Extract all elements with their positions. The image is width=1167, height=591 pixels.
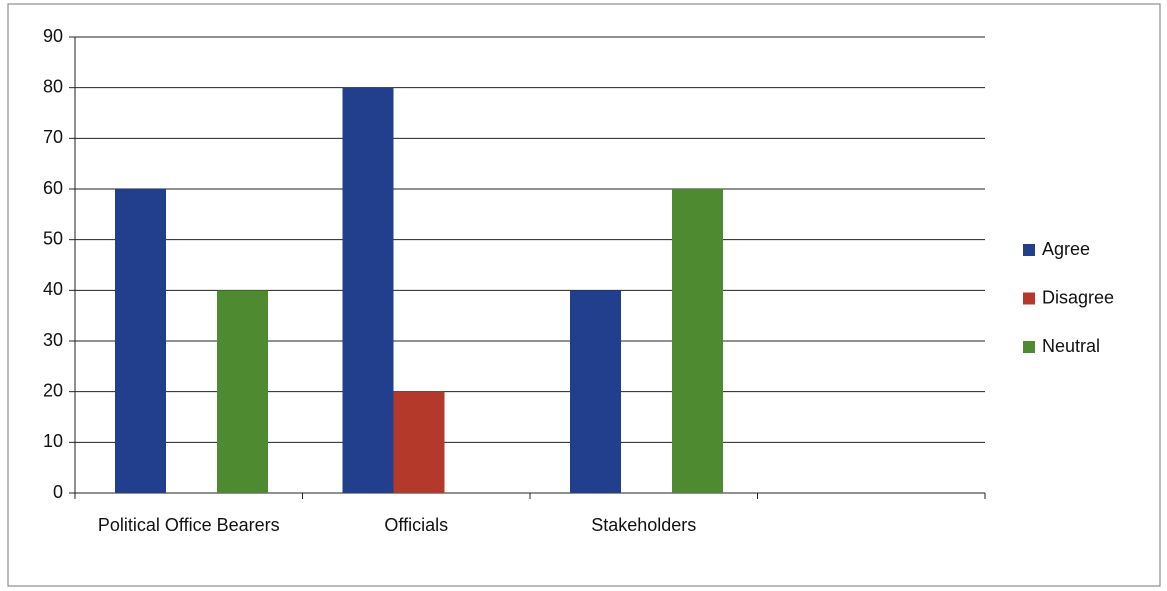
legend-label: Agree [1042,239,1090,259]
x-tick-label: Officials [384,515,449,535]
chart-border [7,3,1161,587]
bar [115,189,166,493]
legend-swatch [1023,244,1035,256]
bar [672,189,723,493]
x-tick-label: Political Office Bearers [97,515,280,535]
y-tick-label: 30 [43,330,63,350]
y-tick-label: 90 [43,26,63,46]
bar [570,290,621,493]
x-tick-label: Stakeholders [591,515,697,535]
bar [342,87,394,494]
y-tick-label: 0 [53,482,63,502]
y-tick-label: 70 [43,127,63,147]
y-tick-label: 10 [43,431,63,451]
legend-label: Disagree [1042,287,1114,307]
y-tick-label: 80 [43,76,63,96]
y-tick-label: 50 [43,228,63,248]
legend-swatch [1023,292,1035,305]
y-tick-label: 20 [43,380,63,400]
bar [217,290,268,493]
legend-swatch [1023,341,1035,353]
y-tick-label: 60 [43,178,63,198]
y-tick-label: 40 [43,279,63,299]
bar [393,391,445,493]
legend-label: Neutral [1042,336,1100,356]
